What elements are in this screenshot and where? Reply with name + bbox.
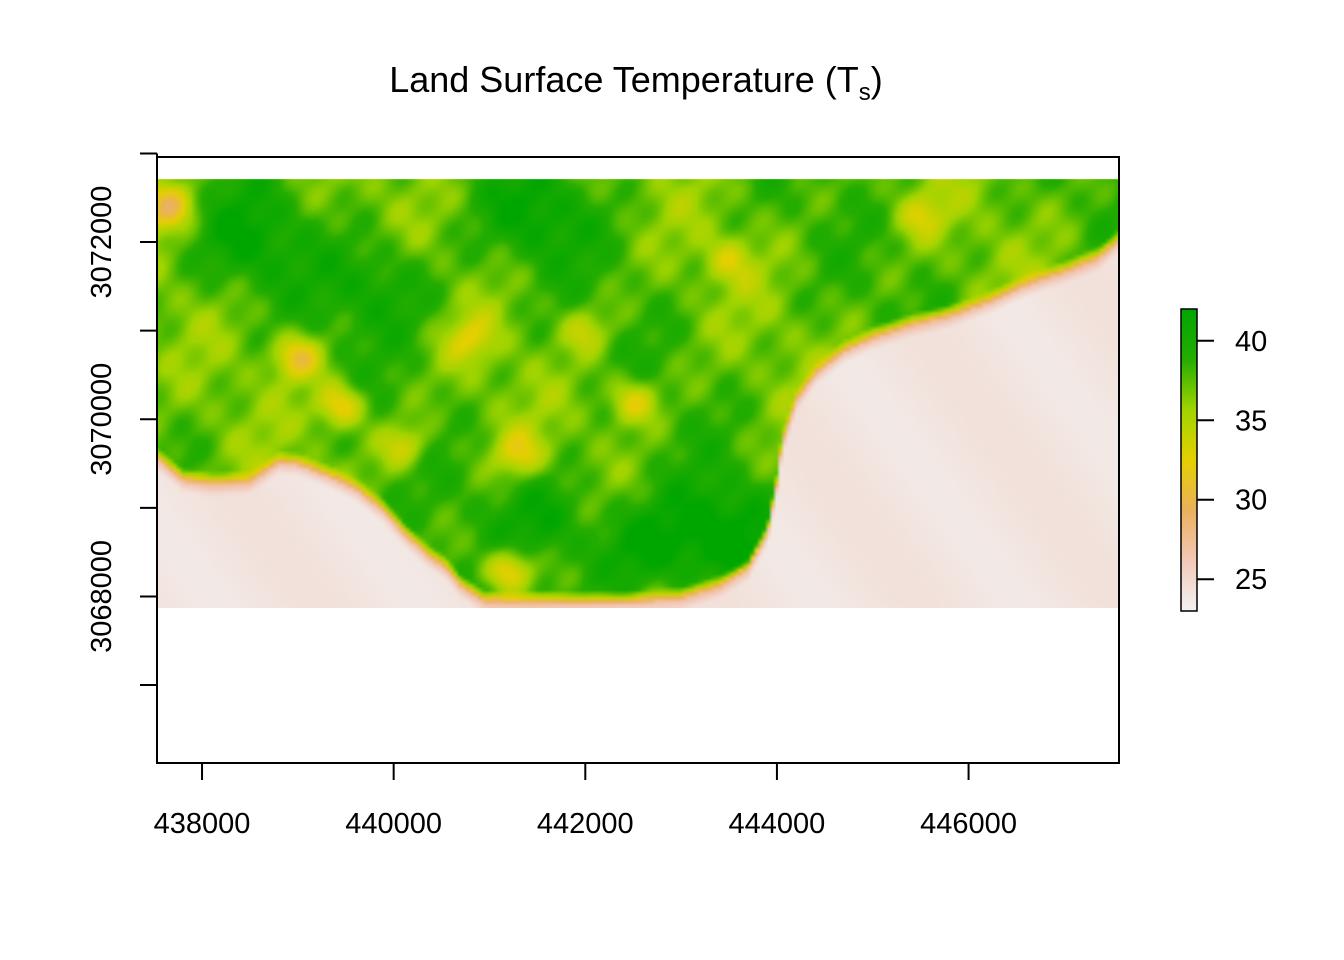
x-tick-label: 444000 — [729, 808, 826, 840]
chart-title-main: Land Surface Temperature (T — [389, 59, 859, 100]
legend-tick-label: 30 — [1235, 485, 1267, 517]
y-tick-label: 3068000 — [86, 540, 118, 653]
chart-title: Land Surface Temperature (Ts) — [389, 59, 883, 106]
y-axis: 3068000 3070000 3072000 — [86, 152, 158, 687]
x-tick-label: 442000 — [537, 808, 634, 840]
legend-tick-label: 40 — [1235, 326, 1267, 358]
chart-title-close: ) — [871, 59, 883, 100]
x-axis: 438000 440000 442000 444000 446000 — [154, 762, 1017, 840]
legend-colorbar — [1180, 308, 1198, 612]
color-legend: 25 30 35 40 — [1180, 308, 1267, 612]
temperature-raster — [157, 179, 1119, 608]
plot-area — [157, 179, 1119, 608]
x-tick-label: 446000 — [920, 808, 1017, 840]
legend-tick-label: 25 — [1235, 564, 1267, 596]
legend-ticks: 25 30 35 40 — [1197, 326, 1267, 596]
x-tick-label: 438000 — [154, 808, 251, 840]
legend-tick-label: 35 — [1235, 405, 1267, 437]
y-tick-label: 3072000 — [86, 186, 118, 299]
chart-title-subscript: s — [859, 79, 871, 106]
y-tick-label: 3070000 — [86, 363, 118, 476]
x-tick-label: 440000 — [345, 808, 442, 840]
